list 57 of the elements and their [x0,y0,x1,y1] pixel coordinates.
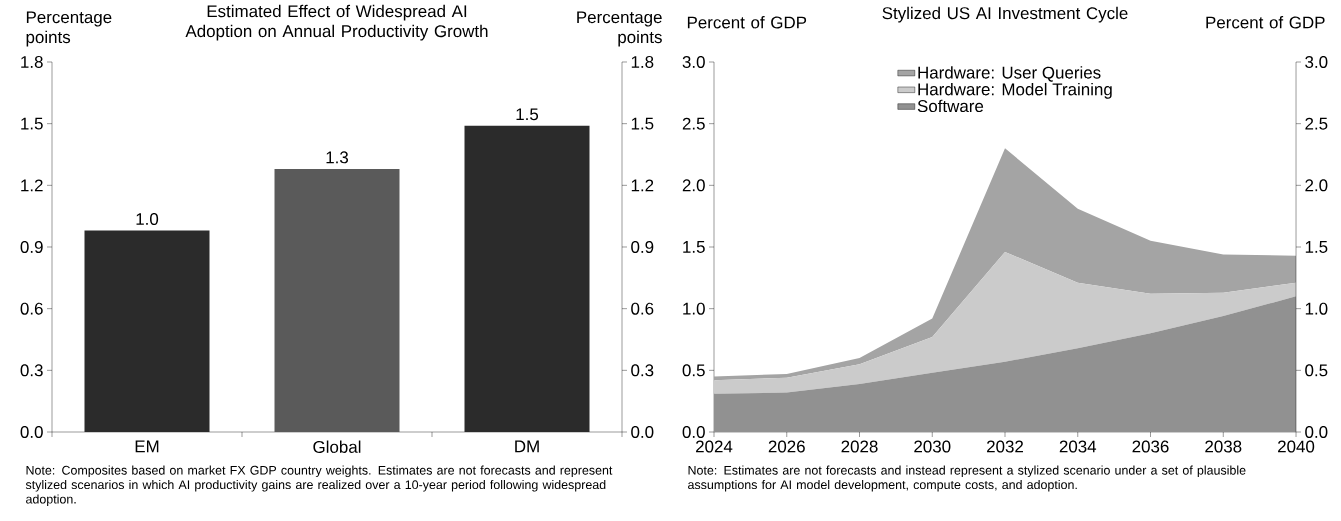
x-tick-label: 2024 [696,440,733,453]
data-label: 1.0 [136,213,159,226]
y-tick-label: 1.5 [683,241,705,253]
y2-tick-label: 1.8 [631,56,654,68]
data-label: 1.5 [516,108,539,121]
y-tick-label: 1.8 [21,56,43,68]
legend-label: Hardware: Model Training [918,82,1112,99]
legend-label: Software [917,99,984,113]
y-tick-label: 1.5 [21,117,43,130]
y-tick-label: 0.6 [20,302,43,315]
x-tick-label: 2038 [1205,440,1242,453]
y-tick-label: 0.0 [682,426,705,438]
y2-tick-label: 2.5 [1305,117,1328,130]
y2-tick-label: 2.0 [1305,179,1328,192]
y-tick-label: 0.9 [20,241,43,253]
x-tick-label: 2036 [1132,440,1169,453]
y-axis-title: Percent of GDP [687,16,807,29]
y2-tick-label: 0.0 [1305,426,1328,438]
y2-axis-title: Percent of GDP [1206,16,1325,29]
y-axis-title: Percentage points [26,11,112,47]
data-label: 1.3 [326,151,349,164]
x-tick-label: Global [313,440,361,453]
x-tick-label: 2034 [1059,440,1097,453]
x-tick-label: 2032 [987,440,1023,453]
y2-tick-label: 1.0 [1305,302,1328,315]
y-tick-label: 1.0 [683,302,705,315]
y-tick-label: 0.0 [20,426,43,438]
y-tick-label: 3.0 [682,56,705,68]
x-tick-label: DM [515,440,539,453]
y2-tick-label: 0.9 [631,241,654,253]
x-tick-label: 2030 [914,440,951,453]
chart-title: Estimated Effect of Widespread AI Adoption on Annual Productivity Growth [185,4,488,41]
y-tick-label: 0.5 [682,364,705,377]
text: Note: Estimates are not forecasts and instead represent a stylized scenario under a set of plausible assumptions for AI model development, compute costs, and adoption. [688,465,1246,492]
y-tick-label: 0.3 [20,364,43,377]
y2-tick-label: 0.6 [631,302,654,315]
y2-tick-label: 0.5 [1305,364,1328,377]
y2-tick-label: 0.3 [631,364,654,377]
y-tick-label: 2.0 [682,179,705,192]
text: Note: Composites based on market FX GDP country weights. Estimates are not forecasts and represent stylized scenarios in which AI productivity gains are realized over a 10-year period following widespread adoption. [25,465,613,507]
y2-axis-title: Percentage points [577,11,662,47]
y2-tick-label: 1.5 [631,117,654,130]
y2-tick-label: 1.5 [1305,241,1328,253]
x-tick-label: EM [135,440,159,453]
x-tick-label: 2028 [841,440,878,453]
chart-title: Stylized US AI Investment Cycle [882,6,1128,23]
bar [274,168,400,432]
y-tick-label: 1.2 [21,179,43,192]
x-tick-label: 2040 [1278,440,1315,453]
bar [84,230,210,432]
y2-tick-label: 3.0 [1305,56,1328,68]
bar [464,125,590,432]
y2-tick-label: 1.2 [631,179,654,192]
x-tick-label: 2026 [768,440,805,453]
y-tick-label: 2.5 [682,117,705,130]
legend-label: Hardware: User Queries [918,66,1101,82]
y2-tick-label: 0.0 [631,426,654,438]
